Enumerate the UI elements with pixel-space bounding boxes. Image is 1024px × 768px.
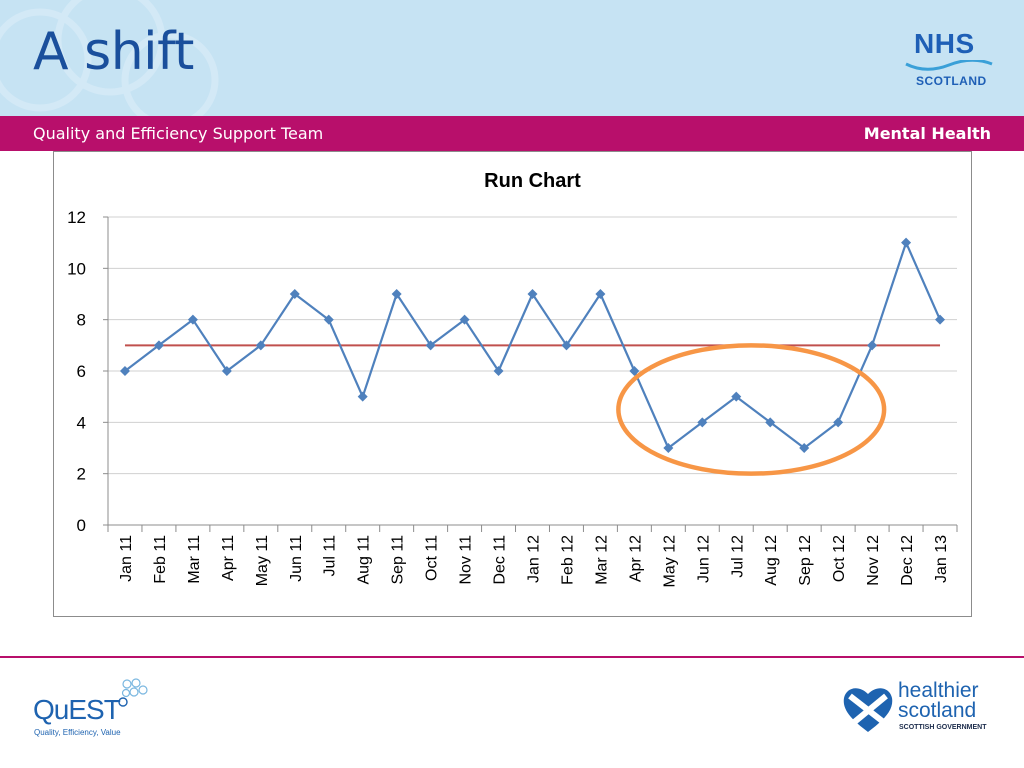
x-tick-label: Jun 12: [695, 535, 712, 583]
nhs-logo-subtext: SCOTLAND: [916, 74, 987, 88]
x-tick-label: Jan 12: [526, 535, 543, 583]
highlight-ellipse: [616, 343, 887, 476]
x-tick-label: Mar 12: [593, 535, 610, 585]
x-tick-label: Feb 12: [559, 535, 576, 585]
nhs-logo-text: NHS: [914, 28, 975, 59]
slide-title: A shift: [33, 22, 194, 82]
x-tick-label: Apr 12: [627, 535, 644, 582]
data-point: [765, 417, 776, 428]
title-band: Quality and Efficiency Support Team Ment…: [0, 116, 1024, 151]
data-point: [799, 443, 810, 453]
x-tick-label: Nov 11: [458, 535, 475, 585]
x-tick-label: Oct 12: [831, 535, 848, 582]
x-tick-label: Aug 11: [356, 535, 373, 585]
x-tick-label: Nov 12: [865, 535, 882, 586]
data-point: [119, 366, 130, 376]
x-tick-label: Jul 11: [322, 535, 339, 577]
data-point: [935, 314, 946, 325]
scotland-text: scotland: [898, 699, 977, 722]
x-tick-label: Aug 12: [763, 535, 780, 586]
chart-canvas: Run Chart 0 2 4 6 8 10 12 Jan 11 Feb 11 Mar 11 Apr …: [67, 170, 958, 588]
data-point: [561, 340, 572, 351]
y-tick-label: 0: [77, 516, 86, 535]
decorative-rings: [0, 0, 219, 116]
healthier-scotland-logo: healthier scotland SCOTTISH GOVERNMENT: [842, 680, 1002, 740]
x-tick-label: Mar 11: [186, 535, 203, 584]
bubbles-icon: [118, 678, 148, 707]
data-point: [493, 366, 504, 376]
nhs-scotland-logo: NHS SCOTLAND: [904, 28, 994, 92]
y-tick-label: 8: [77, 311, 86, 330]
x-tick-label: Apr 11: [220, 535, 237, 581]
x-tick-label: Jan 11: [118, 535, 135, 582]
healthier-text: healthier: [898, 679, 979, 702]
x-tick-label: Jan 13: [933, 535, 950, 583]
header: A shift NHS SCOTLAND: [0, 0, 1024, 116]
data-point: [187, 314, 198, 325]
data-point: [425, 340, 436, 351]
x-tick-label: Jun 11: [288, 535, 305, 582]
data-point: [221, 366, 232, 376]
x-tick-label: Dec 12: [899, 535, 916, 586]
data-point: [323, 314, 334, 325]
quest-logo-text: QuEST: [33, 694, 121, 725]
data-point: [663, 443, 674, 453]
x-tick-label: May 11: [254, 535, 271, 586]
section-name: Mental Health: [863, 124, 991, 143]
y-tick-label: 4: [77, 413, 86, 432]
y-tick-label: 12: [67, 208, 86, 227]
x-tick-label: Oct 11: [424, 535, 441, 581]
data-point: [527, 289, 538, 299]
x-tick-label: Sep 11: [390, 535, 407, 585]
data-point: [629, 366, 640, 376]
data-point: [595, 289, 606, 299]
data-point: [391, 289, 402, 299]
data-point: [731, 391, 742, 402]
data-point: [697, 417, 708, 428]
footer-divider: [0, 656, 1024, 658]
x-tick-label: Feb 11: [152, 535, 169, 584]
chart-title: Run Chart: [484, 170, 581, 192]
wave-icon: [905, 60, 993, 71]
data-point: [867, 340, 878, 351]
data-point: [255, 340, 266, 351]
team-name: Quality and Efficiency Support Team: [33, 124, 324, 143]
y-tick-label: 2: [77, 465, 86, 484]
quest-tagline: Quality, Efficiency, Value: [34, 728, 121, 737]
data-point: [289, 289, 300, 299]
data-point: [901, 237, 912, 248]
data-point: [357, 391, 368, 402]
quest-logo: QuEST Quality, Efficiency, Value: [33, 676, 153, 746]
saltire-heart-icon: [843, 688, 893, 732]
x-tick-label: Jul 12: [729, 535, 746, 578]
data-point: [153, 340, 164, 351]
x-tick-label: May 12: [661, 535, 678, 588]
y-tick-label: 10: [67, 259, 86, 278]
x-tick-label: Dec 11: [492, 535, 509, 585]
y-tick-label: 6: [77, 362, 86, 381]
x-tick-label: Sep 12: [797, 535, 814, 586]
data-point: [459, 314, 470, 325]
scottish-government-text: SCOTTISH GOVERNMENT: [899, 724, 987, 731]
data-point: [833, 417, 844, 428]
run-chart: Run Chart 0 2 4 6 8 10 12 Jan 11 Feb 11 Mar 11 Apr …: [53, 151, 972, 617]
